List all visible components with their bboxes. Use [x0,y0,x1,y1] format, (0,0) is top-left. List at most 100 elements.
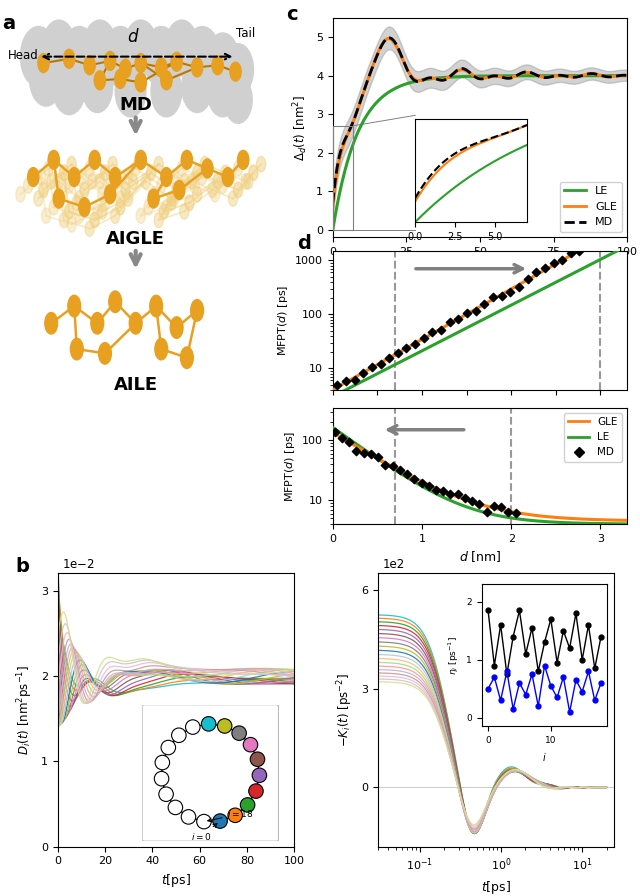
Circle shape [42,208,51,223]
Circle shape [207,65,238,116]
X-axis label: $t$ [ps]: $t$ [ps] [463,263,497,280]
Circle shape [95,174,104,189]
Circle shape [104,185,116,203]
Circle shape [75,208,84,223]
Circle shape [68,296,81,317]
Circle shape [180,203,189,220]
Circle shape [72,195,81,211]
Circle shape [161,168,172,186]
Point [351,444,362,458]
Point [497,289,507,303]
Point [474,497,484,512]
Circle shape [234,160,243,177]
Circle shape [151,65,182,116]
Point [470,304,481,318]
Circle shape [211,186,220,202]
Circle shape [143,27,179,87]
Circle shape [16,186,25,202]
Point [384,350,394,365]
Y-axis label: $D_i(t)$ [nm$^2$ps$^{-1}$]: $D_i(t)$ [nm$^2$ps$^{-1}$] [15,665,35,755]
Circle shape [52,59,86,115]
Circle shape [241,174,250,189]
Circle shape [90,212,99,228]
Circle shape [222,168,234,186]
Circle shape [200,157,209,172]
Circle shape [206,33,239,89]
Circle shape [77,169,86,185]
Circle shape [135,151,147,169]
Circle shape [36,169,45,185]
Circle shape [109,291,122,313]
Text: 1e2: 1e2 [382,558,404,571]
Point [557,253,567,267]
Circle shape [24,178,33,194]
Bar [333,125,353,229]
Circle shape [257,157,266,172]
Circle shape [60,165,68,180]
Point [618,228,628,242]
Circle shape [191,58,203,77]
Text: 1e$-$2: 1e$-$2 [62,558,95,571]
Circle shape [116,191,125,206]
Point [332,378,342,392]
Point [428,324,438,339]
Circle shape [157,178,166,194]
Point [395,462,405,477]
Point [452,487,463,501]
Circle shape [129,174,138,189]
Point [419,331,429,345]
Point [367,359,377,374]
X-axis label: $t$[ps]: $t$[ps] [481,879,511,896]
Circle shape [191,299,204,321]
Point [566,246,576,261]
Circle shape [244,174,253,189]
Circle shape [159,203,168,220]
Circle shape [98,186,107,202]
Circle shape [121,182,130,198]
Text: AILE: AILE [114,376,157,394]
Circle shape [116,200,125,215]
Circle shape [147,165,156,180]
Circle shape [57,186,66,202]
Circle shape [68,168,80,186]
Circle shape [149,186,158,202]
Circle shape [155,339,168,360]
Point [424,479,434,494]
Point [393,346,403,360]
Circle shape [213,174,222,189]
Circle shape [170,169,179,185]
Legend: GLE, LE, MD: GLE, LE, MD [564,413,622,461]
Circle shape [129,313,142,334]
Point [438,484,449,498]
Point [511,505,521,520]
Circle shape [185,195,194,211]
Circle shape [91,313,104,334]
Circle shape [106,178,115,194]
Point [488,290,498,305]
Point [358,445,369,460]
Point [365,446,376,461]
Circle shape [230,62,241,82]
Circle shape [124,191,132,206]
Circle shape [188,174,196,189]
Circle shape [135,73,147,92]
Text: d: d [298,234,311,254]
Circle shape [228,191,237,206]
Circle shape [63,49,75,68]
Point [410,336,420,350]
Point [436,323,446,337]
Circle shape [165,20,198,76]
Circle shape [44,160,53,177]
Circle shape [93,203,102,220]
Circle shape [28,168,39,186]
Circle shape [34,191,43,206]
Circle shape [53,189,65,208]
Point [453,311,463,325]
Circle shape [47,174,56,189]
Circle shape [237,151,249,169]
Circle shape [193,186,202,202]
Circle shape [208,182,217,198]
Circle shape [224,76,252,124]
Point [431,483,441,497]
Point [460,490,470,504]
